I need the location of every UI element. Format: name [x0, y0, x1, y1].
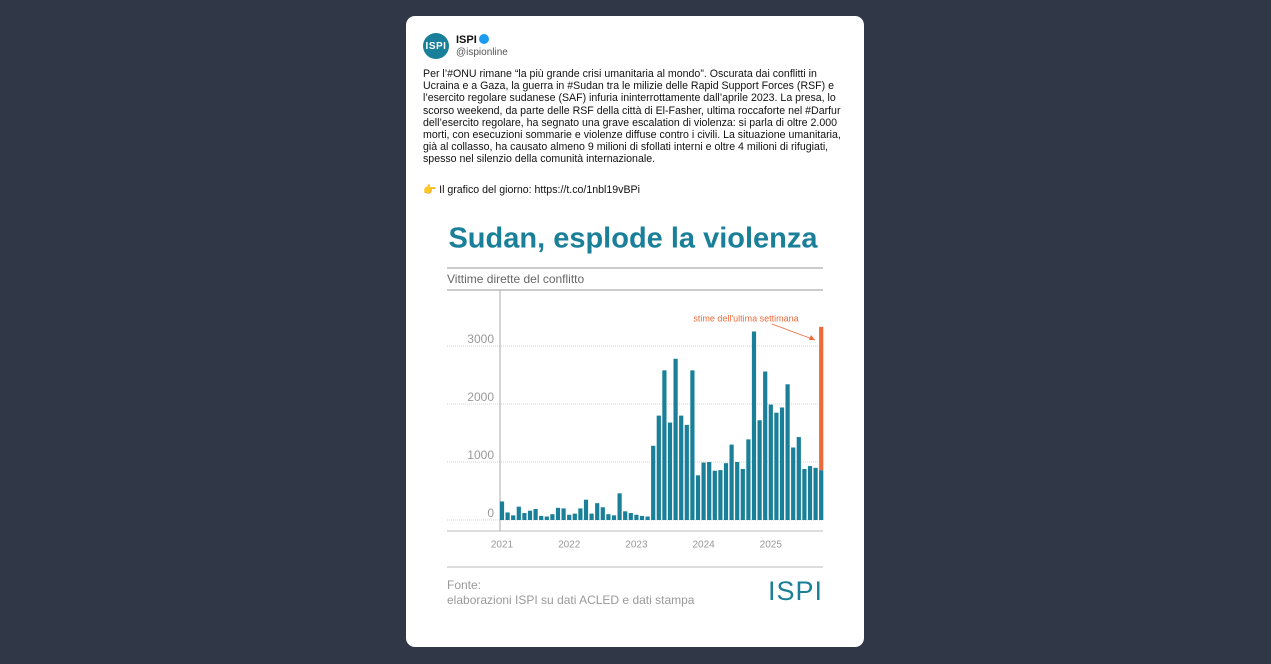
source-text: elaborazioni ISPI su dati ACLED e dati s… — [447, 593, 695, 607]
bar — [763, 371, 768, 520]
bar — [645, 516, 650, 520]
bar — [796, 437, 801, 520]
bar — [802, 468, 807, 520]
bar — [723, 463, 729, 520]
bar — [522, 513, 527, 520]
bar — [662, 370, 667, 520]
bar — [595, 503, 600, 520]
bar — [785, 384, 790, 520]
bar — [819, 326, 824, 471]
bar — [807, 466, 813, 520]
chart-subtitle: Vittime dirette del conflitto — [447, 272, 585, 286]
verified-badge — [478, 34, 489, 44]
annotation: stime dell'ultima settimana — [693, 313, 798, 323]
arrow-head — [809, 335, 815, 340]
bar — [701, 462, 706, 520]
link-line[interactable]: 👉 Il grafico del giorno: https://t.co/1n… — [423, 184, 640, 196]
bar — [639, 515, 645, 520]
bar — [718, 470, 723, 520]
bar — [578, 508, 583, 520]
bar — [667, 422, 673, 520]
x-tick-label: 2024 — [692, 540, 715, 551]
bar — [679, 415, 684, 520]
bar — [628, 513, 633, 520]
bar — [656, 415, 661, 520]
bar — [533, 508, 538, 520]
y-tick-label: 3000 — [467, 332, 494, 346]
account-name[interactable]: ISPI — [456, 34, 489, 46]
avatar[interactable]: ISPI — [423, 33, 449, 59]
bar — [712, 470, 717, 520]
bar — [707, 462, 712, 520]
bar — [505, 512, 510, 520]
bar — [561, 508, 566, 520]
tweet-line: Ucraina e a Gaza, la guerra in #Sudan tr… — [423, 80, 834, 93]
tweet-line: spesso nel silenzio della comunità inter… — [423, 153, 656, 166]
y-tick-label: 1000 — [467, 448, 494, 462]
bar — [611, 515, 617, 520]
tweet-line: Per l’#ONU rimane “la più grande crisi u… — [423, 68, 817, 80]
bar — [751, 331, 757, 520]
bar — [757, 420, 762, 520]
source-label: Fonte: — [447, 578, 481, 592]
tweet-text: Per l’#ONU rimane “la più grande crisi u… — [423, 68, 853, 166]
bar — [589, 513, 594, 520]
bar — [690, 370, 695, 520]
bar — [583, 499, 589, 520]
bar — [740, 468, 745, 520]
bar — [774, 412, 779, 520]
bar — [729, 444, 734, 520]
bar — [567, 514, 572, 520]
bar — [527, 510, 533, 520]
bar — [634, 514, 639, 520]
tweet-line: morti, con esecuzioni sommarie e violenz… — [423, 129, 841, 142]
bar — [813, 467, 818, 520]
bar — [572, 513, 577, 520]
bar — [695, 475, 701, 520]
y-tick-label: 2000 — [467, 390, 494, 404]
bar — [779, 407, 785, 520]
bar — [617, 493, 622, 520]
tweet-line: dell’esercito regolare, ha segnato una g… — [423, 116, 837, 129]
bar — [735, 462, 740, 520]
bar — [555, 507, 561, 520]
bar — [768, 404, 773, 520]
bar — [791, 447, 796, 520]
x-tick-label: 2025 — [760, 540, 783, 551]
tweet-line: l’esercito regolare sudanese (SAF) infur… — [423, 92, 836, 105]
bar — [550, 514, 555, 520]
chart-title: Sudan, esplode la violenza — [448, 223, 818, 255]
bar — [651, 445, 656, 520]
logo: ISPI — [768, 576, 823, 606]
tweet-card: ISPI ISPI @ispionline Per l’#ONU rimane … — [406, 16, 864, 647]
bar — [539, 515, 544, 520]
x-tick-label: 2022 — [558, 540, 581, 551]
bar — [606, 514, 611, 520]
x-tick-label: 2023 — [625, 540, 648, 551]
annotation-arrow — [771, 323, 816, 341]
handle[interactable]: @ispionline — [456, 47, 508, 58]
bar — [623, 511, 628, 520]
x-tick-label: 2021 — [491, 540, 514, 551]
bar — [673, 358, 678, 520]
bar — [516, 506, 521, 520]
bar — [544, 516, 549, 520]
bar — [746, 439, 751, 520]
name[interactable]: ISPI — [456, 34, 477, 46]
bar — [819, 470, 824, 520]
tweet-line: già al collasso, ha causato almeno 9 mil… — [423, 141, 829, 154]
y-tick-label: 0 — [487, 506, 494, 520]
bar — [499, 501, 505, 520]
tweet-line: scorso weekend, da parte delle RSF della… — [423, 104, 841, 117]
bar — [600, 507, 605, 520]
bar — [684, 424, 689, 520]
bar — [511, 515, 516, 520]
